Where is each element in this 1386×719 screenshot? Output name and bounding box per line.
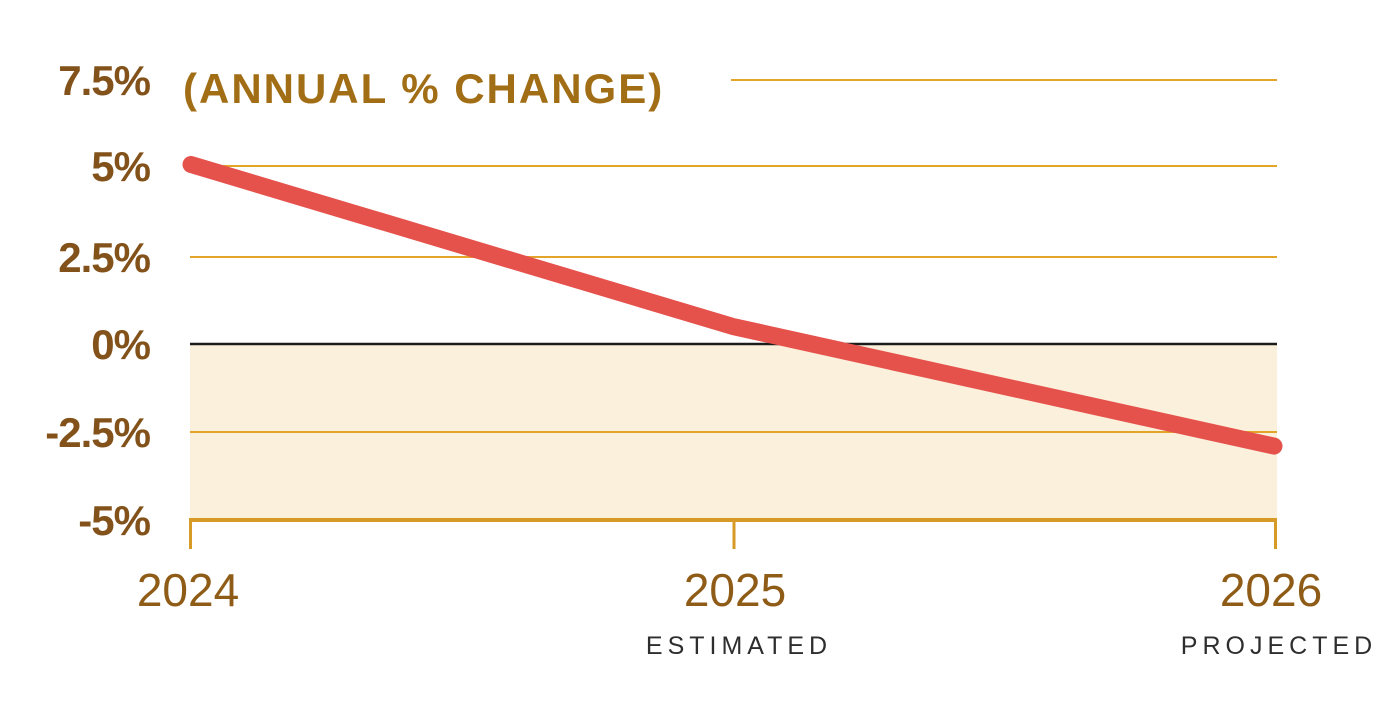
y-tick-label-2-5: 2.5% bbox=[58, 234, 150, 281]
x-tick-label-2024: 2024 bbox=[137, 564, 239, 616]
y-tick-label-7-5: 7.5% bbox=[58, 57, 150, 104]
y-tick-label-0: 0% bbox=[91, 321, 150, 368]
y-tick-label-neg-2-5: -2.5% bbox=[45, 409, 150, 456]
y-tick-label-5: 5% bbox=[91, 143, 150, 190]
x-sub-label-projected: PROJECTED bbox=[1181, 632, 1377, 660]
x-sub-label-estimated: ESTIMATED bbox=[646, 632, 832, 660]
chart-title: (ANNUAL % CHANGE) bbox=[183, 65, 664, 112]
annual-change-series-line bbox=[182, 156, 1283, 455]
x-tick-label-2025: 2025 bbox=[684, 564, 786, 616]
x-tick-label-2026: 2026 bbox=[1220, 564, 1322, 616]
y-tick-label-neg-5: -5% bbox=[78, 497, 150, 544]
